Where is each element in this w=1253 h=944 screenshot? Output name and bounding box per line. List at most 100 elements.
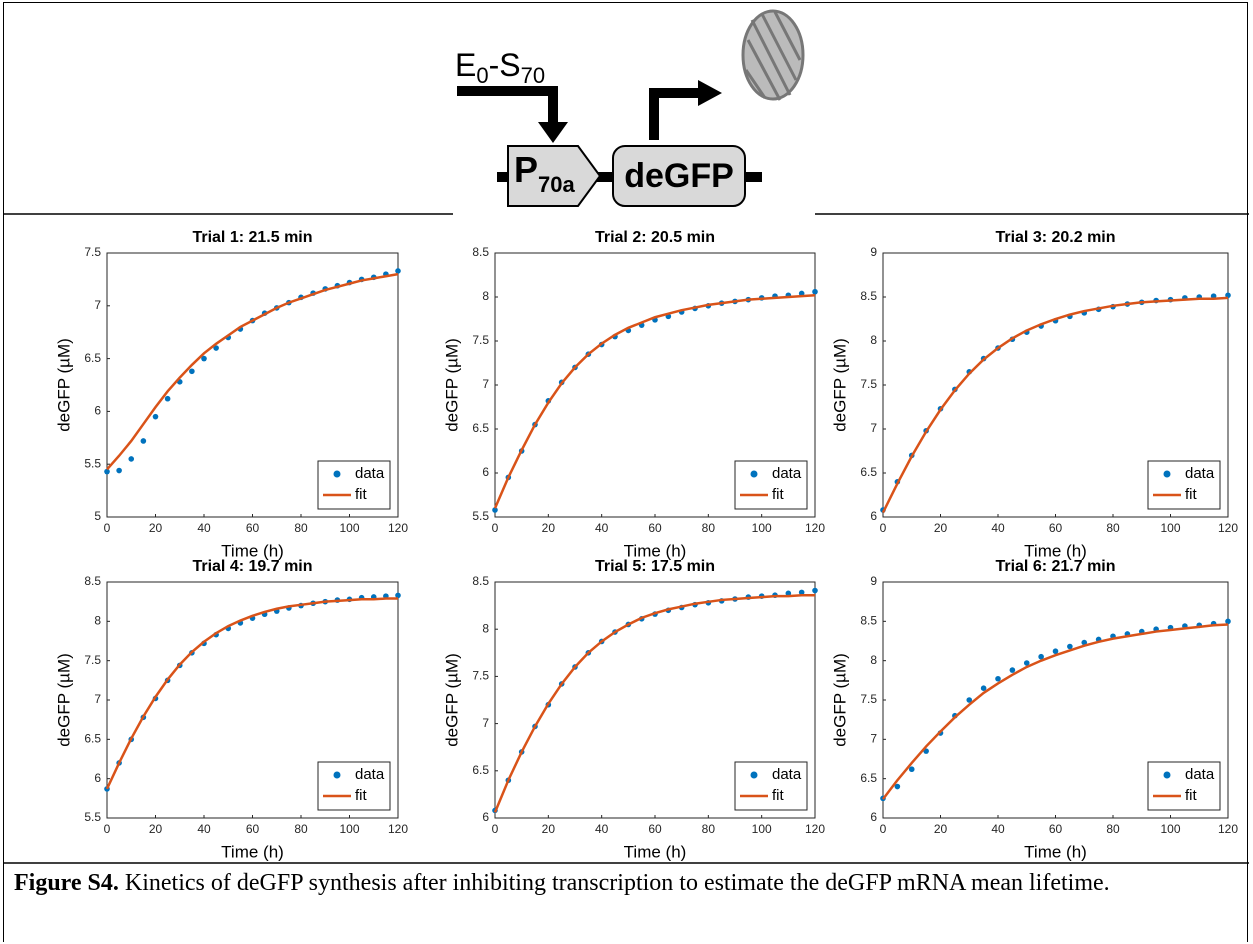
x-tick-label: 80 [294, 822, 308, 836]
x-tick-label: 20 [149, 521, 163, 535]
chart-title: Trial 2: 20.5 min [595, 229, 715, 246]
y-tick-label: 8.5 [472, 245, 489, 259]
x-tick-label: 20 [934, 822, 948, 836]
legend-label: data [1185, 465, 1215, 482]
x-tick-label: 40 [595, 822, 609, 836]
y-tick-label: 7.5 [860, 692, 877, 706]
x-tick-label: 40 [197, 521, 211, 535]
legend [317, 761, 391, 811]
y-tick-label: 8 [94, 614, 101, 628]
y-tick-label: 7 [870, 732, 877, 746]
data-point [995, 675, 1001, 682]
data-point [492, 507, 498, 513]
y-tick-label: 8.5 [472, 574, 489, 588]
fit-line [106, 272, 399, 471]
x-tick-label: 0 [104, 521, 111, 535]
x-tick-label: 120 [388, 822, 408, 836]
figure-frame [3, 2, 1248, 942]
data-point [894, 783, 901, 790]
x-tick-label: 0 [104, 822, 111, 836]
y-tick-label: 5 [94, 509, 101, 523]
transcription-arrow [649, 88, 700, 140]
y-tick-label: 7.5 [84, 653, 101, 667]
x-tick-label: 40 [595, 521, 609, 535]
y-tick-label: 8 [482, 289, 489, 303]
chart-title: Trial 5: 17.5 min [595, 558, 715, 575]
x-tick-label: 120 [388, 521, 408, 535]
y-axis-label: deGFP (µM) [830, 653, 849, 747]
arrow-head [538, 122, 568, 143]
y-axis-label: deGFP (µM) [442, 653, 461, 747]
legend [734, 761, 808, 811]
legend-label: data [355, 766, 385, 783]
y-axis-label: deGFP (µM) [54, 653, 73, 747]
y-tick-label: 9 [870, 245, 877, 259]
y-tick-label: 8 [482, 621, 489, 635]
gene [612, 145, 746, 207]
x-tick-label: 60 [246, 822, 260, 836]
data-point [152, 413, 159, 420]
legend-swatch [1163, 771, 1171, 779]
legend [1147, 761, 1221, 811]
x-tick-label: 20 [542, 521, 556, 535]
data-point [812, 587, 818, 594]
caption-label: Figure S4. [14, 870, 119, 896]
x-axis-label: Time (h) [1024, 842, 1087, 861]
x-tick-label: 80 [1106, 822, 1120, 836]
promoter-label: P70a [514, 149, 575, 197]
y-tick-label: 6.5 [84, 732, 101, 746]
x-tick-label: 100 [752, 822, 772, 836]
y-tick-label: 6 [870, 810, 877, 824]
x-tick-label: 0 [492, 822, 499, 836]
gene-label: deGFP [624, 157, 734, 195]
x-tick-label: 20 [542, 822, 556, 836]
fit-line [882, 623, 1229, 800]
data-point [812, 288, 818, 295]
y-tick-label: 6.5 [472, 421, 489, 435]
legend [1147, 460, 1221, 510]
y-tick-label: 7.5 [472, 669, 489, 683]
arrow-head [698, 80, 722, 106]
y-axis-label: deGFP (µM) [442, 338, 461, 432]
data-point [1038, 653, 1044, 660]
x-tick-label: 80 [1106, 521, 1120, 535]
y-tick-label: 6 [94, 771, 101, 785]
x-tick-label: 120 [805, 822, 825, 836]
legend-label: fit [1185, 787, 1198, 804]
data-point [140, 438, 147, 444]
data-point [213, 345, 219, 351]
chart-title: Trial 6: 21.7 min [995, 558, 1115, 575]
x-tick-label: 60 [1049, 822, 1063, 836]
inducer-label: E0-S70 [455, 47, 545, 87]
data-point [966, 697, 973, 703]
y-tick-label: 9 [870, 574, 877, 588]
caption-text: Kinetics of deGFP synthesis after inhibi… [124, 870, 1110, 896]
x-tick-label: 100 [339, 822, 359, 836]
y-tick-label: 6 [482, 810, 489, 824]
data-point [164, 395, 171, 402]
chart: Trial 3: 20.2 min Time (h) deGFP (µM) 0 20 40… [830, 229, 1238, 560]
y-tick-label: 8.5 [84, 574, 101, 588]
data-point [1023, 660, 1030, 666]
data-point [908, 766, 915, 773]
fit-line [881, 296, 1229, 514]
data-point [116, 467, 122, 474]
y-tick-label: 7 [94, 298, 101, 312]
x-tick-label: 80 [294, 521, 308, 535]
y-tick-label: 7.5 [472, 333, 489, 347]
legend-swatch [333, 470, 341, 478]
x-tick-label: 60 [246, 521, 260, 535]
legend-swatch [333, 771, 341, 779]
x-axis-label: Time (h) [1024, 541, 1087, 560]
data-point [1225, 292, 1231, 299]
legend-label: data [1185, 766, 1215, 783]
y-tick-label: 7.5 [860, 377, 877, 391]
data-point [1009, 667, 1016, 673]
fit-line [105, 597, 398, 790]
legend-label: data [772, 766, 802, 783]
x-tick-label: 0 [880, 521, 887, 535]
chart: Trial 2: 20.5 min Time (h) deGFP (µM) 0 20 40… [442, 229, 825, 560]
x-tick-label: 0 [880, 822, 887, 836]
x-tick-label: 0 [492, 521, 499, 535]
